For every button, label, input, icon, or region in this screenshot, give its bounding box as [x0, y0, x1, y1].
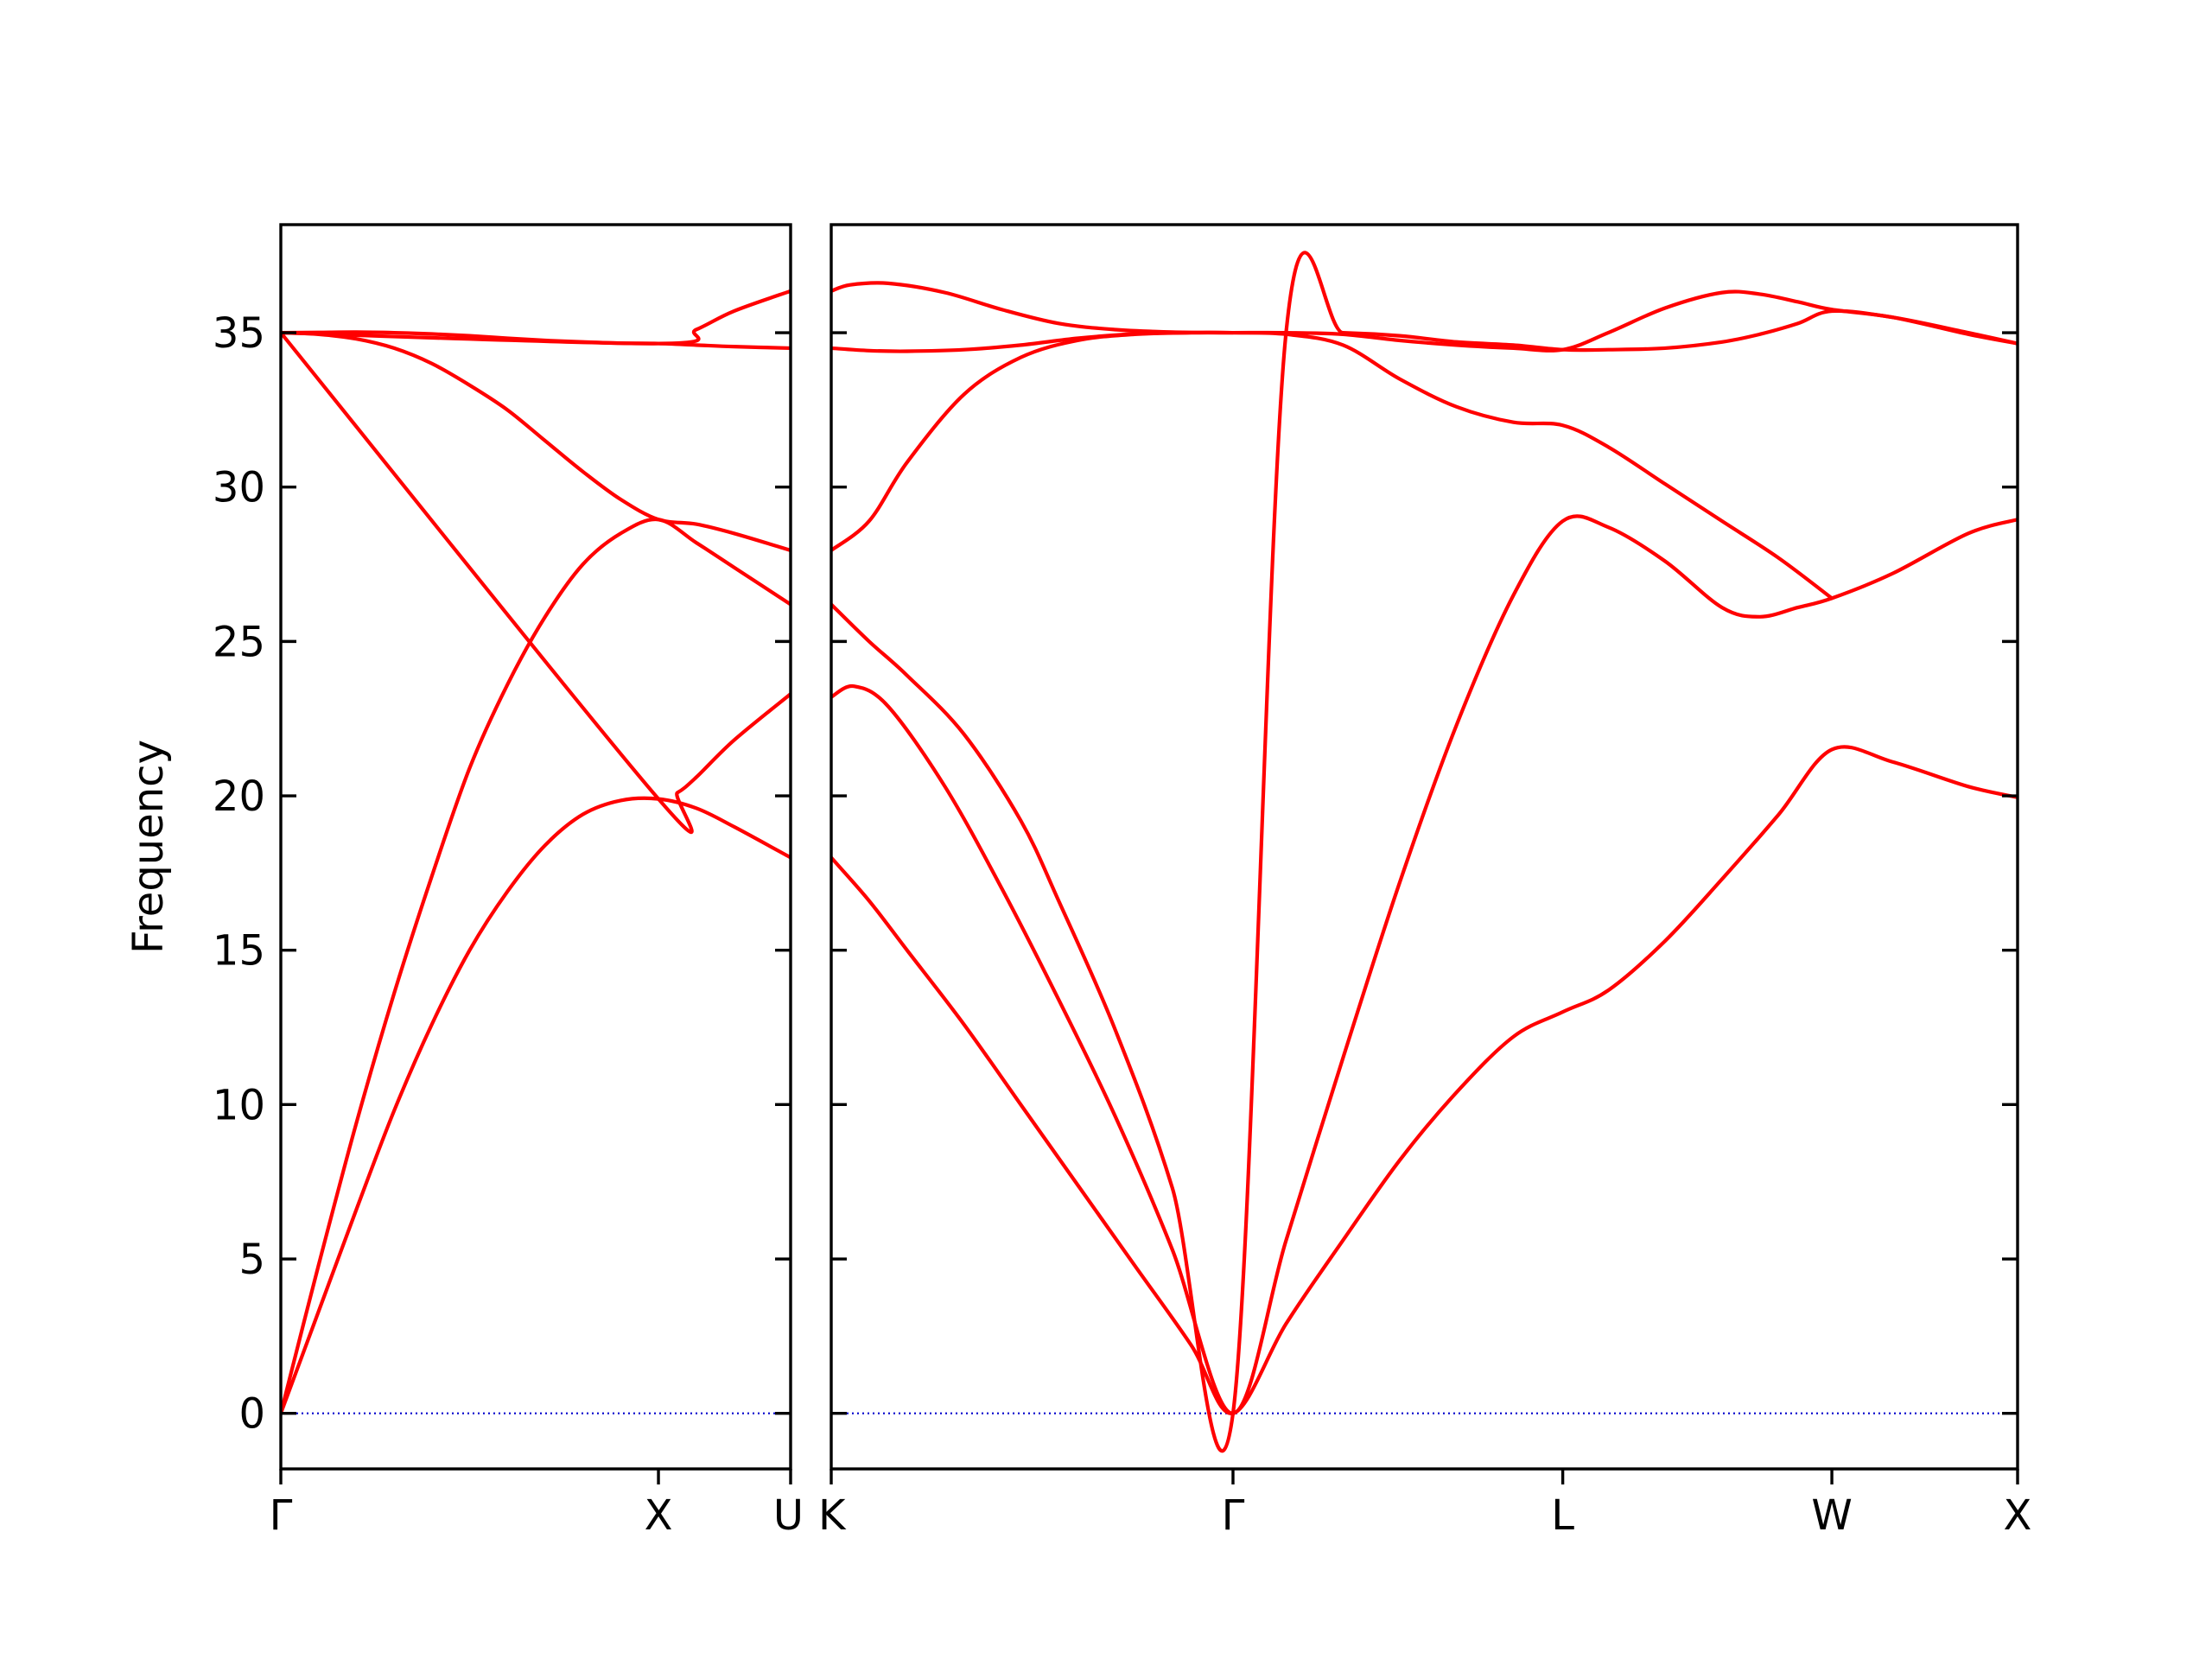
band-group — [831, 251, 2018, 1453]
x-tick-label-L: L — [1551, 1491, 1574, 1540]
plot-frame — [830, 223, 2019, 1471]
band-line-2-3 — [831, 251, 2018, 1453]
y-axis-label: Frequency — [124, 740, 173, 954]
x-tick-label-X: X — [2004, 1491, 2032, 1540]
band-line-2-4 — [831, 330, 1834, 601]
band-line-1-5 — [281, 289, 791, 346]
band-line-2-1 — [831, 745, 2018, 1415]
y-tick-label: 20 — [213, 772, 265, 821]
band-line-2-5 — [831, 289, 2018, 353]
y-tick-label: 10 — [213, 1081, 265, 1129]
plot-frame — [279, 223, 792, 1471]
y-tick-label: 0 — [238, 1390, 265, 1439]
y-tick-label: 15 — [213, 927, 265, 976]
x-tick-label-X: X — [645, 1491, 673, 1540]
y-tick-label: 25 — [213, 618, 265, 666]
x-tick-label-W: W — [1811, 1491, 1852, 1540]
x-tick-label-Γ: Γ — [270, 1491, 293, 1540]
band-line-1-1 — [281, 796, 791, 1415]
x-tick-label-U: U — [773, 1491, 804, 1540]
y-tick-label: 35 — [213, 309, 265, 358]
band-line-2-6 — [831, 281, 1236, 335]
x-tick-label-K: K — [818, 1491, 847, 1540]
left-panel: 0 5 10 15 20 25 30 35 Γ X U — [213, 223, 804, 1540]
band-line-1-2 — [281, 517, 791, 1415]
band-line-1-3 — [281, 330, 791, 553]
band-line-2-2 — [831, 514, 2018, 1415]
band-group — [281, 289, 791, 1415]
x-tick-label-Γ: Γ — [1222, 1491, 1245, 1540]
y-tick-label: 30 — [213, 464, 265, 512]
y-tick-label: 5 — [238, 1236, 265, 1284]
band-line-1-6 — [281, 330, 791, 835]
